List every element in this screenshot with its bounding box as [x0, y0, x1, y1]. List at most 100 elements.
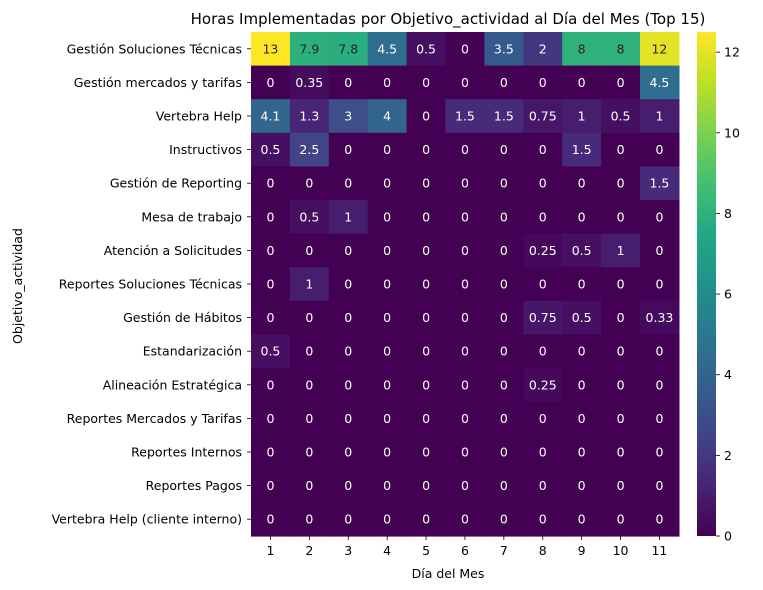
heatmap-cell	[445, 65, 485, 100]
cell-annotation: 0	[344, 243, 352, 258]
cell-annotation: 0	[500, 478, 508, 493]
cell-annotation: 0	[383, 277, 391, 292]
x-tick-label: 2	[305, 543, 313, 558]
heatmap-cell	[562, 401, 602, 436]
cell-annotation: 0	[461, 243, 469, 258]
heatmap-cell	[523, 334, 563, 369]
heatmap-cell	[445, 99, 485, 134]
x-axis-label: Día del Mes	[412, 566, 485, 581]
heatmap-cell	[289, 334, 330, 369]
heatmap-cell	[640, 32, 680, 67]
cell-annotation: 0	[617, 411, 625, 426]
cell-annotation: 0	[344, 512, 352, 527]
cell-annotation: 0	[422, 377, 430, 392]
cell-annotation: 0.5	[611, 109, 631, 124]
x-tick-label: 1	[266, 543, 274, 558]
x-tick-label: 11	[651, 543, 667, 558]
cell-annotation: 0	[461, 277, 469, 292]
cell-annotation: 13	[262, 41, 278, 56]
cell-annotation: 0	[655, 512, 663, 527]
heatmap-cell	[445, 468, 485, 503]
cell-annotation: 0	[461, 377, 469, 392]
heatmap-cell	[367, 401, 408, 436]
cell-annotation: 0	[539, 344, 547, 359]
cell-annotation: 0	[617, 478, 625, 493]
heatmap-cell	[601, 435, 641, 470]
x-tick-label: 8	[539, 543, 547, 558]
heatmap-cell	[289, 32, 330, 67]
heatmap-cell	[251, 435, 291, 470]
cell-annotation: 0	[383, 209, 391, 224]
y-tick-label: Reportes Internos	[131, 445, 242, 460]
cell-annotation: 0	[266, 209, 274, 224]
cell-annotation: 0	[422, 344, 430, 359]
cell-annotation: 0	[500, 75, 508, 90]
heatmap-cell	[445, 233, 485, 268]
cell-annotation: 0.5	[261, 344, 281, 359]
heatmap-cell	[251, 334, 291, 369]
heatmap-cell	[640, 267, 680, 302]
cell-annotation: 0	[500, 512, 508, 527]
heatmap-cell	[601, 334, 641, 369]
cell-annotation: 0	[539, 445, 547, 460]
heatmap-cell	[328, 468, 369, 503]
cell-annotation: 0	[500, 209, 508, 224]
heatmap-cell	[640, 166, 680, 201]
cell-annotation: 0	[578, 344, 586, 359]
cell-annotation: 0	[617, 344, 625, 359]
y-axis-label: Objetivo_actividad	[10, 228, 25, 344]
cell-annotation: 0	[422, 75, 430, 90]
heatmap-cell	[601, 166, 641, 201]
heatmap-cell	[367, 300, 408, 335]
heatmap-cell	[445, 132, 485, 167]
heatmap-cell	[406, 502, 447, 537]
y-tick-label: Estandarización	[143, 344, 242, 359]
cell-annotation: 0	[461, 310, 469, 325]
heatmap-cell	[640, 200, 680, 235]
cell-annotation: 0	[617, 310, 625, 325]
colorbar-tick-label: 8	[724, 206, 732, 221]
heatmap-cell	[367, 435, 408, 470]
heatmap-cell	[328, 65, 369, 100]
heatmap-cell	[289, 300, 330, 335]
heatmap-cell	[406, 300, 447, 335]
cell-annotation: 0	[305, 243, 313, 258]
heatmap-cell	[601, 132, 641, 167]
heatmap-cell	[328, 401, 369, 436]
cell-annotation: 0	[383, 176, 391, 191]
cell-annotation: 0	[500, 277, 508, 292]
heatmap-cell	[289, 233, 330, 268]
heatmap-cell	[601, 401, 641, 436]
chart-title: Horas Implementadas por Objetivo_activid…	[191, 10, 706, 29]
cell-annotation: 3.5	[494, 41, 514, 56]
cell-annotation: 0	[617, 209, 625, 224]
heatmap-cell	[484, 166, 524, 201]
cell-annotation: 0	[344, 310, 352, 325]
cell-annotation: 0	[383, 243, 391, 258]
y-tick-label: Reportes Soluciones Técnicas	[59, 277, 242, 292]
heatmap-cell	[484, 468, 524, 503]
heatmap-cell	[328, 300, 369, 335]
x-tick-label: 3	[344, 543, 352, 558]
heatmap-cell	[328, 368, 369, 403]
heatmap-cell	[289, 267, 330, 302]
cell-annotation: 0	[305, 445, 313, 460]
heatmap-cell	[289, 435, 330, 470]
heatmap-cell	[289, 200, 330, 235]
cell-annotation: 0	[500, 377, 508, 392]
heatmap-cell	[523, 233, 563, 268]
cell-annotation: 0	[344, 176, 352, 191]
cell-annotation: 0	[461, 478, 469, 493]
heatmap-cell	[406, 401, 447, 436]
heatmap-cell	[484, 502, 524, 537]
cell-annotation: 0	[422, 176, 430, 191]
cell-annotation: 0	[461, 41, 469, 56]
heatmap-cell	[406, 334, 447, 369]
heatmap-cell	[406, 435, 447, 470]
heatmap-cell	[523, 32, 563, 67]
cell-annotation: 0	[461, 176, 469, 191]
cell-annotation: 0	[344, 142, 352, 157]
x-tick-label: 10	[613, 543, 629, 558]
heatmap-cell	[328, 99, 369, 134]
heatmap-cell	[523, 200, 563, 235]
